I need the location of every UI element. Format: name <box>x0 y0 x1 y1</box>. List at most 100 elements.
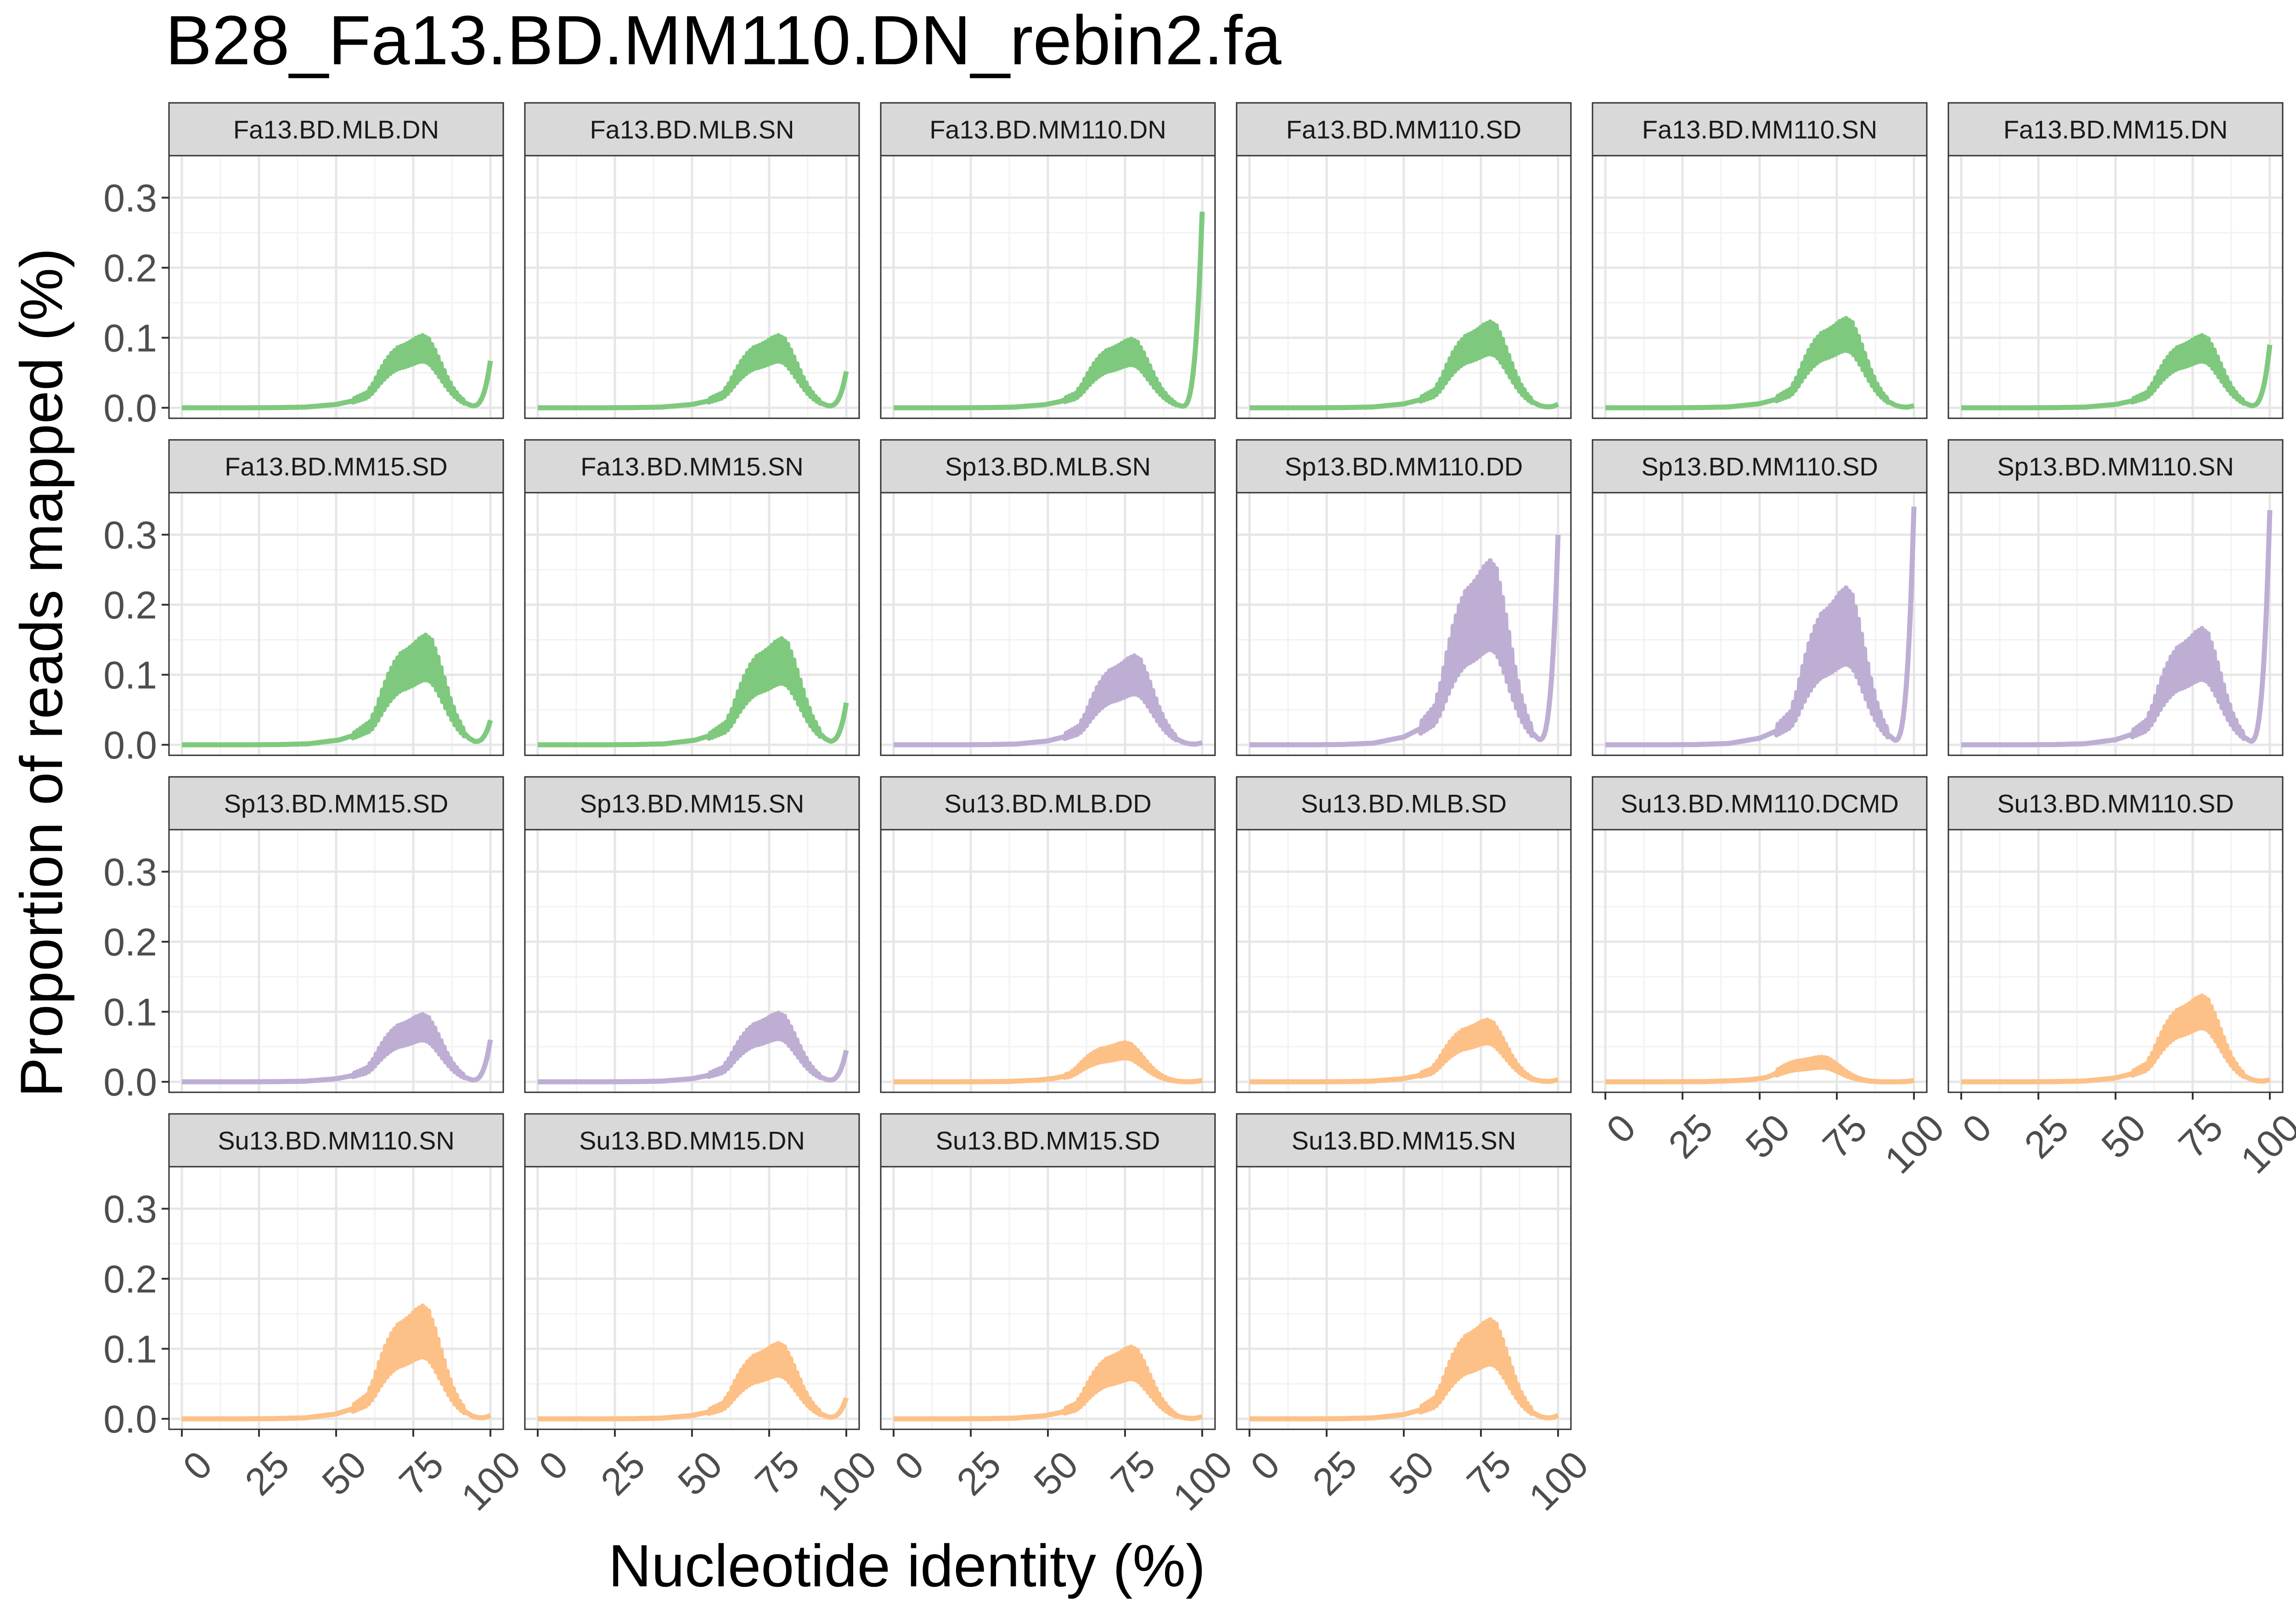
facet-panel: Su13.BD.MM110.SN 0.0 0.1 0.2 0.3 0 25 50 75 100 <box>103 1113 529 1519</box>
facet-panel: Sp13.BD.MLB.SN <box>880 439 1216 756</box>
facet-strip-label: Su13.BD.MLB.DD <box>944 789 1151 818</box>
x-tick-label: 50 <box>1025 1443 1086 1504</box>
x-tick-label: 75 <box>2170 1106 2231 1167</box>
y-tick-label: 0.3 <box>103 1188 157 1231</box>
panel-border <box>1592 155 1928 419</box>
facet-strip <box>168 1113 504 1168</box>
x-tick-label: 50 <box>2093 1106 2154 1167</box>
facet-strip-label: Su13.BD.MM15.SN <box>1292 1126 1516 1155</box>
facet-strip-label: Su13.BD.MM15.DN <box>579 1126 805 1155</box>
series-line <box>892 211 1205 410</box>
facet-strip-label: Sp13.BD.MLB.SN <box>945 452 1151 481</box>
series-line <box>1604 1054 1915 1084</box>
facet-panel: Su13.BD.MM110.DCMD 0 25 50 75 100 <box>1592 776 1953 1182</box>
facet-strip-label: Fa13.BD.MM15.SN <box>580 452 804 481</box>
x-tick-label: 0 <box>886 1443 932 1489</box>
facet-panel: Su13.BD.MLB.DD <box>880 776 1216 1093</box>
y-tick-label: 0.1 <box>103 991 157 1034</box>
y-tick-label: 0.2 <box>103 247 157 290</box>
facet-grid: Fa13.BD.MLB.DN 0.0 0.1 0.2 0.3 Fa13.BD.MLB.SN… <box>103 102 2296 1519</box>
facet-panel: Su13.BD.MM110.SD 0 25 50 75 100 <box>1947 776 2296 1182</box>
facet-strip-label: Sp13.BD.MM15.SN <box>580 789 805 818</box>
facet-strip <box>524 1113 860 1168</box>
x-tick-label: 50 <box>670 1443 731 1504</box>
panel-border <box>1947 155 2284 419</box>
series-line <box>1960 333 2273 410</box>
y-tick-label: 0.2 <box>103 1258 157 1301</box>
facet-strip <box>1947 776 2284 831</box>
y-tick-label: 0.0 <box>103 1061 157 1104</box>
facet-strip <box>1947 102 2284 157</box>
facet-strip-label: Su13.BD.MM110.DCMD <box>1621 789 1899 818</box>
facet-strip <box>1947 439 2284 494</box>
panel-border <box>1947 492 2284 756</box>
facet-strip <box>880 776 1216 831</box>
series-line <box>1248 534 1561 747</box>
x-tick-label: 75 <box>1458 1443 1519 1504</box>
x-tick-label: 0 <box>1954 1106 2000 1152</box>
series-line <box>892 653 1204 747</box>
facet-panel: Su13.BD.MM15.SD 0 25 50 75 100 <box>880 1113 1241 1519</box>
x-tick-label: 25 <box>2016 1106 2077 1167</box>
y-tick-label: 0.1 <box>103 317 157 360</box>
facet-strip-label: Fa13.BD.MM15.DN <box>2003 115 2228 144</box>
facet-strip <box>524 439 860 494</box>
facet-strip <box>1592 776 1928 831</box>
y-tick-label: 0.1 <box>103 1328 157 1371</box>
facet-panel: Fa13.BD.MM15.SD 0.0 0.1 0.2 0.3 <box>103 439 504 767</box>
series-line <box>180 1012 493 1084</box>
series-line <box>1248 1017 1559 1084</box>
x-tick-label: 0 <box>530 1443 576 1489</box>
x-tick-label: 0 <box>174 1443 220 1489</box>
series-line <box>180 333 493 410</box>
facet-strip-label: Fa13.BD.MM110.SD <box>1286 115 1521 144</box>
facet-strip-label: Fa13.BD.MM110.SN <box>1642 115 1877 144</box>
y-tick-label: 0.3 <box>103 177 157 220</box>
facet-panel: Fa13.BD.MLB.SN <box>524 102 860 419</box>
facet-strip-label: Fa13.BD.MM15.SD <box>225 452 448 481</box>
facet-panel: Fa13.BD.MM15.DN <box>1947 102 2284 419</box>
series-line <box>180 632 493 747</box>
y-tick-label: 0.1 <box>103 654 157 697</box>
series-line <box>892 1344 1204 1422</box>
facet-panel: Su13.BD.MM15.DN 0 25 50 75 100 <box>524 1113 885 1519</box>
facet-strip <box>1236 1113 1572 1168</box>
series-line <box>1604 506 1917 747</box>
facet-strip <box>168 102 504 157</box>
x-tick-label: 25 <box>1304 1443 1365 1504</box>
chart-title: B28_Fa13.BD.MM110.DN_rebin2.fa <box>165 1 1282 79</box>
x-tick-label: 25 <box>948 1443 1009 1504</box>
facet-strip <box>168 776 504 831</box>
y-tick-label: 0.3 <box>103 851 157 894</box>
series-line <box>892 1040 1204 1084</box>
panel-border <box>168 492 504 756</box>
facet-panel: Sp13.BD.MM110.DD <box>1236 439 1572 756</box>
facet-panel: Fa13.BD.MM110.DN <box>880 102 1216 419</box>
y-tick-label: 0.3 <box>103 514 157 557</box>
x-tick-label: 100 <box>453 1443 529 1519</box>
panel-border <box>1236 155 1572 419</box>
panel-border <box>880 829 1216 1093</box>
x-tick-label: 75 <box>747 1443 808 1504</box>
facet-strip-label: Su13.BD.MM110.SN <box>218 1126 455 1155</box>
series-line <box>536 1011 849 1084</box>
y-axis-label: Proportion of reads mapped (%) <box>8 248 75 1097</box>
x-tick-label: 50 <box>1381 1443 1442 1504</box>
panel-border <box>524 155 860 419</box>
facet-strip-label: Fa13.BD.MLB.DN <box>233 115 439 144</box>
x-tick-label: 50 <box>314 1443 375 1504</box>
facet-strip <box>880 1113 1216 1168</box>
facet-panel: Su13.BD.MM15.SN 0 25 50 75 100 <box>1236 1113 1597 1519</box>
x-tick-label: 0 <box>1598 1106 1644 1152</box>
facet-panel: Fa13.BD.MLB.DN 0.0 0.1 0.2 0.3 <box>103 102 504 430</box>
series-line <box>1604 316 1915 410</box>
facet-strip <box>1592 439 1928 494</box>
series-line <box>1960 510 2273 747</box>
facet-strip-label: Su13.BD.MLB.SD <box>1301 789 1507 818</box>
x-tick-label: 75 <box>1814 1106 1875 1167</box>
series-line <box>1248 1317 1559 1422</box>
facet-strip-label: Su13.BD.MM110.SD <box>1997 789 2234 818</box>
facet-strip-label: Su13.BD.MM15.SD <box>936 1126 1160 1155</box>
panel-border <box>1236 492 1572 756</box>
x-tick-label: 100 <box>2232 1106 2296 1182</box>
